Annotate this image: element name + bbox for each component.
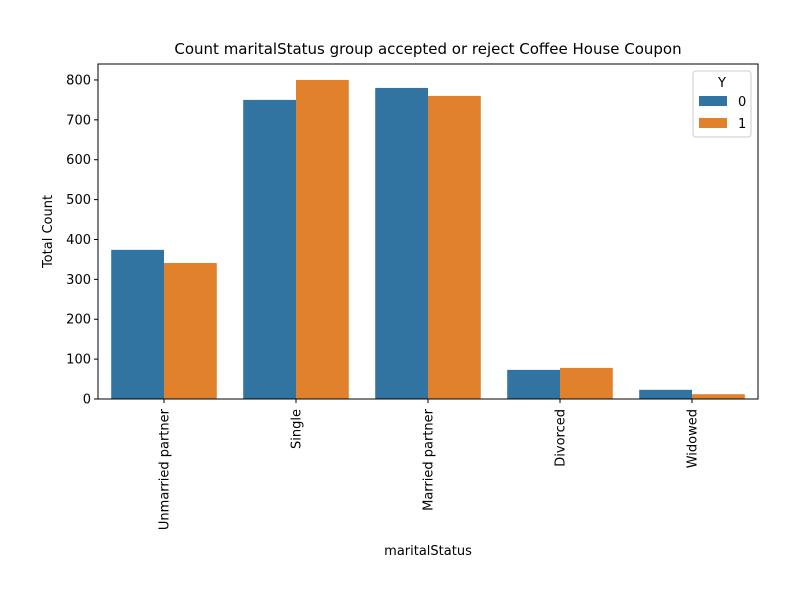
legend-title: Y: [717, 76, 726, 91]
x-tick-label: Widowed: [686, 409, 701, 468]
bar-divorced-y1: [560, 367, 613, 399]
y-tick-label: 300: [66, 273, 91, 288]
y-tick-label: 400: [66, 233, 91, 248]
bar-single-y0: [243, 99, 296, 400]
legend-label-0: 0: [738, 95, 746, 110]
plot-frame: [97, 63, 759, 400]
legend-label-1: 1: [738, 117, 746, 132]
x-tick-label: Divorced: [554, 409, 569, 467]
bar-divorced-y0: [507, 369, 560, 399]
legend: Y 0 1: [692, 70, 752, 138]
y-axis-label: Total Count: [41, 195, 56, 269]
legend-swatch-0: [699, 96, 727, 106]
y-tick-label: 700: [66, 113, 91, 128]
bar-married-partner-y1: [428, 95, 481, 400]
x-tick-label: Unmarried partner: [158, 408, 173, 530]
y-tick-label: 800: [66, 73, 91, 88]
legend-swatch-1: [699, 118, 727, 128]
bar-unmarried-partner-y0: [111, 249, 164, 399]
chart-title: Count maritalStatus group accepted or re…: [174, 40, 681, 58]
bar-married-partner-y0: [375, 87, 428, 399]
x-axis: Unmarried partner Single Married partner Di…: [158, 399, 701, 530]
bar-unmarried-partner-y1: [164, 263, 217, 399]
y-tick-label: 600: [66, 153, 91, 168]
y-axis: 0 100 200 300 400 500 600 700 800: [66, 73, 98, 408]
bars-group: [111, 79, 745, 400]
y-tick-label: 0: [83, 393, 91, 408]
y-tick-label: 200: [66, 313, 91, 328]
y-tick-label: 500: [66, 193, 91, 208]
bar-single-y1: [296, 79, 349, 399]
bar-widowed-y1: [692, 394, 745, 399]
bar-widowed-y0: [639, 389, 692, 399]
x-tick-label: Single: [290, 409, 305, 449]
y-tick-label: 100: [66, 353, 91, 368]
x-axis-label: maritalStatus: [384, 544, 472, 559]
x-tick-label: Married partner: [422, 408, 437, 511]
